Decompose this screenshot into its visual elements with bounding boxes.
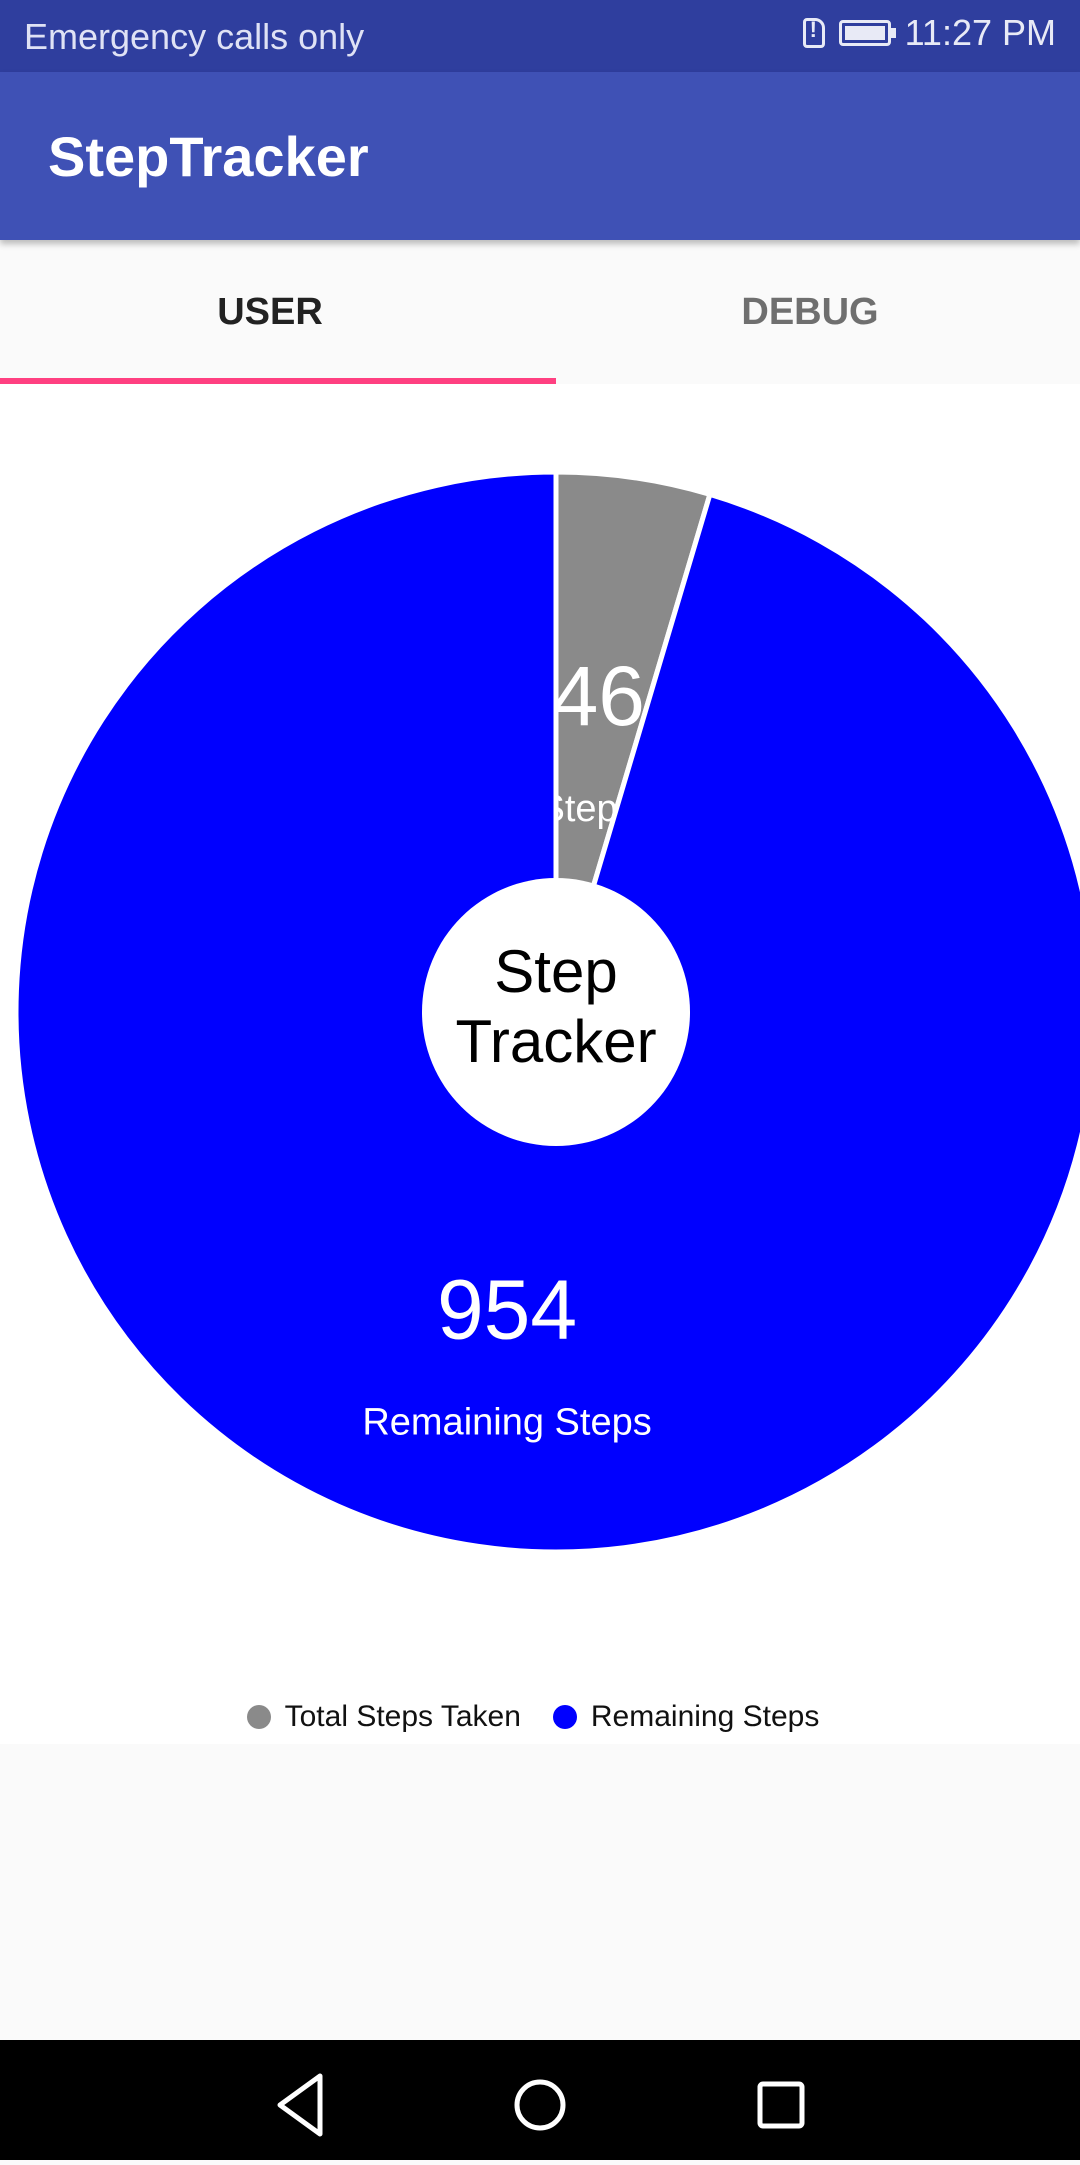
legend-item-remaining: Remaining Steps	[552, 1700, 820, 1734]
legend-dot-taken	[246, 1705, 271, 1729]
app-bar: StepTracker	[0, 72, 1080, 240]
pie-center-hole	[422, 878, 690, 1146]
legend-label-taken: Total Steps Taken	[284, 1700, 521, 1733]
sim-alert-icon	[802, 17, 825, 48]
pie-center-text: Step	[494, 938, 617, 1005]
legend-dot-remaining	[552, 1705, 577, 1729]
clock: 11:27 PM	[904, 12, 1056, 53]
pie-center-text: Tracker	[455, 1008, 656, 1075]
navigation-bar	[0, 2040, 1080, 2160]
slice-name-label: Remaining Steps	[362, 1401, 651, 1443]
tab-debug[interactable]: DEBUG	[741, 291, 879, 333]
back-icon[interactable]	[277, 2073, 323, 2137]
app-title: StepTracker	[48, 125, 369, 188]
chart-area: 46 Total Steps Taken 954 Remaining Steps Ste…	[0, 384, 1080, 1744]
slice-value-label: 954	[437, 1262, 577, 1356]
tab-bar: USER DEBUG	[0, 240, 1080, 384]
slice-value-label: 46	[552, 649, 645, 743]
battery-icon	[838, 20, 896, 46]
tab-indicator	[0, 378, 556, 384]
chart-legend: Total Steps Taken Remaining Steps	[0, 1700, 1080, 1734]
home-icon[interactable]	[514, 2079, 566, 2131]
tab-user[interactable]: USER	[217, 291, 323, 333]
status-icons: 11:27 PM	[802, 12, 1056, 54]
status-bar: Emergency calls only 11:27 PM	[0, 0, 1080, 72]
legend-item-taken: Total Steps Taken	[246, 1700, 521, 1734]
carrier-text: Emergency calls only	[24, 16, 365, 57]
legend-label-remaining: Remaining Steps	[590, 1700, 820, 1733]
recents-icon[interactable]	[757, 2081, 805, 2129]
